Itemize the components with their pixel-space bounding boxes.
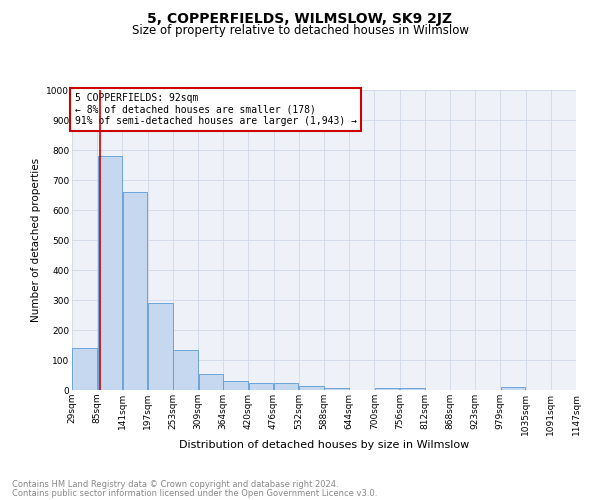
Bar: [123, 192, 148, 390]
Bar: [274, 384, 298, 390]
Text: Contains HM Land Registry data © Crown copyright and database right 2024.: Contains HM Land Registry data © Crown c…: [12, 480, 338, 489]
Text: 5, COPPERFIELDS, WILMSLOW, SK9 2JZ: 5, COPPERFIELDS, WILMSLOW, SK9 2JZ: [148, 12, 452, 26]
Bar: [223, 381, 248, 390]
Bar: [299, 386, 323, 390]
Bar: [325, 388, 349, 390]
Bar: [375, 388, 400, 390]
Text: Size of property relative to detached houses in Wilmslow: Size of property relative to detached ho…: [131, 24, 469, 37]
Bar: [500, 387, 525, 390]
Bar: [248, 384, 273, 390]
Bar: [199, 374, 223, 390]
Text: Contains public sector information licensed under the Open Government Licence v3: Contains public sector information licen…: [12, 488, 377, 498]
Bar: [400, 388, 425, 390]
Text: 5 COPPERFIELDS: 92sqm
← 8% of detached houses are smaller (178)
91% of semi-deta: 5 COPPERFIELDS: 92sqm ← 8% of detached h…: [74, 93, 356, 126]
Bar: [173, 350, 198, 390]
Bar: [148, 303, 173, 390]
Bar: [98, 156, 122, 390]
Y-axis label: Number of detached properties: Number of detached properties: [31, 158, 41, 322]
X-axis label: Distribution of detached houses by size in Wilmslow: Distribution of detached houses by size …: [179, 440, 469, 450]
Bar: [73, 348, 97, 390]
